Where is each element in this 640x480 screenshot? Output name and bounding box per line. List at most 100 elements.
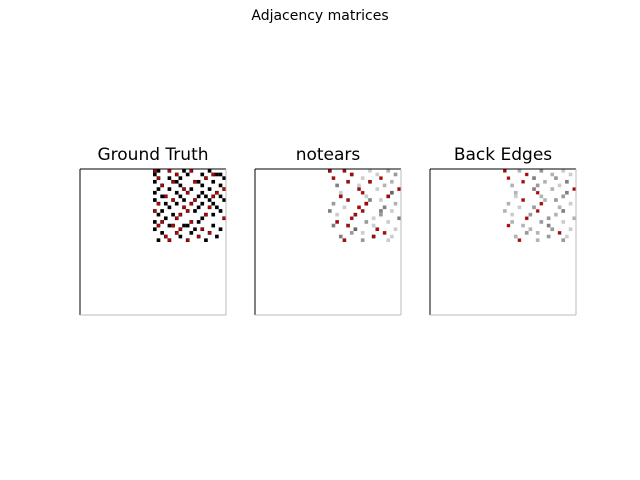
matrix-cell bbox=[200, 190, 205, 195]
true-edge-marker bbox=[503, 169, 507, 173]
matrix-cell bbox=[554, 198, 558, 202]
true-edge-marker bbox=[189, 202, 193, 206]
matrix-cell bbox=[196, 179, 201, 184]
matrix-cell bbox=[535, 231, 540, 235]
matrix-cell bbox=[561, 238, 566, 242]
matrix-cell bbox=[200, 216, 205, 221]
matrix-cell bbox=[357, 183, 361, 188]
matrix-cell bbox=[371, 223, 376, 228]
matrix-cell bbox=[153, 220, 157, 224]
matrix-cell bbox=[375, 172, 380, 177]
true-edges bbox=[503, 169, 576, 242]
true-edge-marker bbox=[200, 227, 204, 231]
true-edge-marker bbox=[153, 169, 157, 173]
matrix-cell bbox=[353, 227, 358, 232]
true-edge-marker bbox=[164, 194, 168, 198]
matrix-cell bbox=[200, 172, 205, 177]
matrix-cell bbox=[517, 169, 522, 173]
matrix-cell bbox=[375, 187, 380, 191]
matrix-cell bbox=[379, 212, 383, 217]
matrix-cell bbox=[368, 169, 372, 173]
matrix-cell bbox=[189, 231, 194, 235]
true-edge-marker bbox=[157, 224, 160, 228]
true-edge-marker bbox=[171, 198, 175, 202]
matrix-cell bbox=[196, 194, 201, 199]
true-edge-marker bbox=[558, 231, 562, 235]
true-edge-marker bbox=[346, 180, 350, 184]
true-edge-marker bbox=[539, 202, 543, 206]
true-edge-marker bbox=[357, 205, 361, 209]
matrix-cell bbox=[510, 220, 514, 224]
matrix-cell bbox=[550, 227, 555, 232]
true-edge-marker bbox=[175, 216, 179, 220]
matrix-cell bbox=[532, 205, 536, 210]
true-edge-marker bbox=[204, 213, 208, 217]
true-edge-marker bbox=[525, 216, 529, 220]
matrix-cell bbox=[360, 231, 365, 235]
matrix-cell bbox=[539, 169, 544, 173]
matrix-cell bbox=[182, 223, 186, 228]
matrix-cell bbox=[211, 201, 216, 206]
true-edge-marker bbox=[572, 187, 576, 191]
matrix-cell bbox=[382, 205, 387, 210]
matrix-cell bbox=[539, 194, 544, 199]
cells bbox=[328, 169, 401, 242]
true-edge-marker bbox=[350, 216, 354, 220]
true-edge-marker bbox=[160, 220, 164, 224]
true-edge-marker bbox=[171, 180, 175, 184]
true-edge-marker bbox=[164, 235, 168, 238]
true-edge-marker bbox=[346, 224, 350, 228]
matrix-cell bbox=[178, 194, 183, 199]
true-edge-marker bbox=[346, 198, 350, 202]
matrix-cell bbox=[153, 179, 157, 184]
matrix-cell bbox=[517, 205, 522, 210]
matrix-cell bbox=[204, 238, 208, 242]
matrix-cell bbox=[156, 187, 161, 191]
true-edge-marker bbox=[171, 224, 175, 228]
matrix-back-edges bbox=[429, 168, 577, 316]
matrix-cell bbox=[215, 205, 219, 210]
matrix-cell bbox=[539, 220, 544, 224]
true-edge-marker bbox=[342, 169, 346, 173]
matrix-cell bbox=[561, 220, 566, 224]
true-edge-marker bbox=[157, 176, 160, 180]
true-edge-marker bbox=[357, 187, 361, 191]
matrix-cell bbox=[331, 223, 336, 228]
matrix-cell bbox=[554, 212, 558, 217]
matrix-cell bbox=[543, 179, 547, 184]
true-edge-marker bbox=[386, 194, 390, 198]
true-edge-marker bbox=[507, 224, 510, 228]
matrix-cell bbox=[174, 190, 179, 195]
matrix-cell bbox=[528, 212, 533, 217]
true-edge-marker bbox=[536, 191, 540, 195]
matrix-cell bbox=[218, 172, 223, 177]
matrix-cell bbox=[386, 220, 391, 224]
true-edge-marker bbox=[368, 180, 372, 184]
panel-title-ground-truth: Ground Truth bbox=[97, 145, 209, 165]
true-edge-marker bbox=[193, 198, 197, 202]
matrix-cell bbox=[215, 234, 219, 239]
matrix-cell bbox=[510, 183, 514, 188]
matrix-cell bbox=[510, 212, 514, 217]
matrix-cell bbox=[171, 212, 175, 217]
matrix-cell bbox=[189, 187, 194, 191]
true-edge-marker bbox=[182, 205, 186, 209]
matrix-cell bbox=[535, 238, 540, 242]
true-edge-marker bbox=[167, 238, 171, 242]
true-edge-marker bbox=[167, 169, 171, 173]
matrix-cell bbox=[167, 223, 172, 228]
true-edge-marker bbox=[361, 209, 365, 213]
matrix-cell bbox=[196, 220, 201, 224]
matrix-cell bbox=[390, 179, 394, 184]
matrix-cell bbox=[174, 179, 179, 184]
matrix-cell bbox=[160, 231, 164, 235]
matrix-cell bbox=[335, 212, 339, 217]
true-edge-marker bbox=[208, 205, 212, 209]
matrix-cell bbox=[565, 179, 569, 184]
true-edge-marker bbox=[372, 235, 376, 238]
matrix-cell bbox=[561, 209, 566, 213]
true-edge-marker bbox=[342, 238, 346, 242]
matrix-cell bbox=[568, 227, 573, 232]
matrix-cell bbox=[207, 169, 212, 173]
matrix-cell bbox=[521, 223, 525, 228]
